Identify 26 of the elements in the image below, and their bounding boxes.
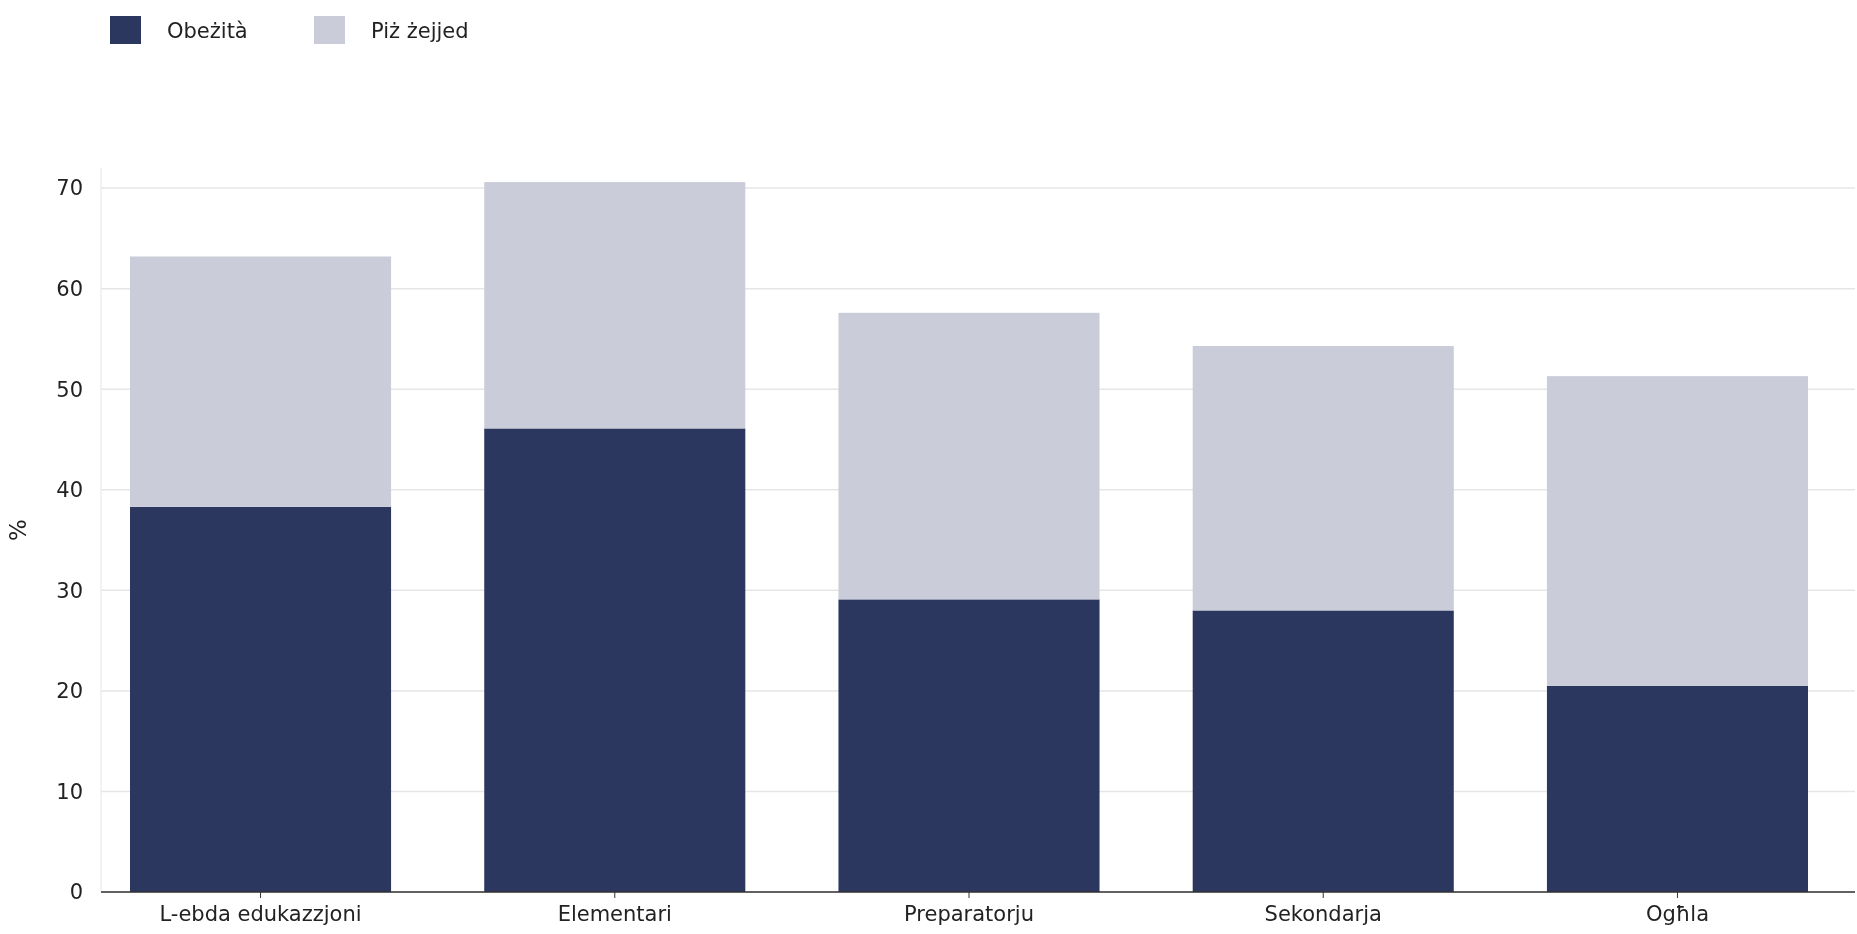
bar — [130, 506, 392, 892]
y-tick-label: 20 — [56, 679, 83, 704]
bar — [838, 312, 1100, 600]
x-tick-label: Ogħla — [1645, 902, 1710, 926]
y-tick-label: 50 — [56, 377, 83, 402]
bar — [1192, 345, 1454, 611]
y-tick-label: 40 — [56, 478, 83, 503]
bar — [484, 182, 746, 429]
x-tick-label: L-ebda edukazzjoni — [159, 902, 362, 926]
x-tick-label: Elementari — [557, 902, 672, 926]
x-tick-label: Preparatorju — [904, 902, 1034, 926]
legend-label: Piż żejjed — [371, 19, 469, 44]
y-tick-label: 30 — [56, 578, 83, 603]
bar — [1546, 685, 1808, 892]
bar — [838, 599, 1100, 892]
y-tick-label: 0 — [69, 880, 83, 905]
bar — [1546, 376, 1808, 686]
y-tick-label: 60 — [56, 277, 83, 302]
y-tick-label: 70 — [56, 176, 83, 201]
bar — [484, 428, 746, 892]
y-tick-label: 10 — [56, 779, 83, 804]
bar — [1192, 610, 1454, 892]
bar — [130, 256, 392, 507]
legend-label: Obeżità — [167, 19, 248, 44]
y-axis-title: % — [5, 519, 31, 541]
x-tick-label: Sekondarja — [1264, 902, 1382, 926]
